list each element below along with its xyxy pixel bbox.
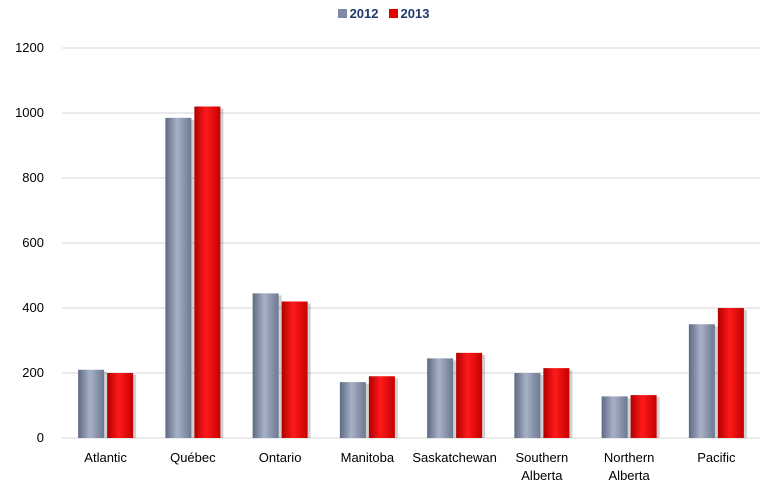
legend-item-2013: 2013 <box>388 6 430 21</box>
bar-2012-3 <box>339 382 366 438</box>
legend-item-2012: 2012 <box>337 6 379 21</box>
bar-2012-7 <box>688 324 715 438</box>
x-tick-label: Ontario <box>259 450 302 465</box>
x-tick-label: Alberta <box>521 468 563 483</box>
x-tick-label: Québec <box>170 450 216 465</box>
y-tick-label: 0 <box>37 430 44 445</box>
legend-label-2012: 2012 <box>349 6 379 21</box>
x-tick-label: Atlantic <box>84 450 127 465</box>
y-tick-label: 800 <box>22 170 44 185</box>
bar-2012-6 <box>601 396 628 438</box>
legend-swatch-2013 <box>388 9 398 18</box>
y-tick-label: 1000 <box>15 105 44 120</box>
x-tick-label: Manitoba <box>341 450 395 465</box>
y-tick-label: 400 <box>22 300 44 315</box>
legend-swatch-2012 <box>337 9 347 18</box>
bar-2013-1 <box>194 106 221 438</box>
y-tick-label: 1200 <box>15 40 44 55</box>
y-tick-label: 200 <box>22 365 44 380</box>
bar-2012-5 <box>514 373 541 438</box>
bar-2013-0 <box>107 373 134 438</box>
x-tick-label: Alberta <box>609 468 651 483</box>
x-tick-label: Northern <box>604 450 655 465</box>
x-tick-label: Pacific <box>697 450 736 465</box>
bar-2013-7 <box>717 308 744 438</box>
bar-2013-4 <box>456 352 483 438</box>
legend: 2012 2013 <box>0 6 767 21</box>
bar-2013-2 <box>281 301 308 438</box>
y-tick-label: 600 <box>22 235 44 250</box>
x-tick-label: Southern <box>515 450 568 465</box>
bar-2012-0 <box>78 369 105 438</box>
bar-2012-2 <box>252 293 279 438</box>
bar-2013-3 <box>368 376 395 438</box>
bar-2013-5 <box>543 368 570 438</box>
x-tick-label: Saskatchewan <box>412 450 497 465</box>
bar-2012-1 <box>165 117 192 438</box>
bar-2012-4 <box>427 358 454 438</box>
bar-2013-6 <box>630 395 657 438</box>
legend-label-2013: 2013 <box>400 6 430 21</box>
